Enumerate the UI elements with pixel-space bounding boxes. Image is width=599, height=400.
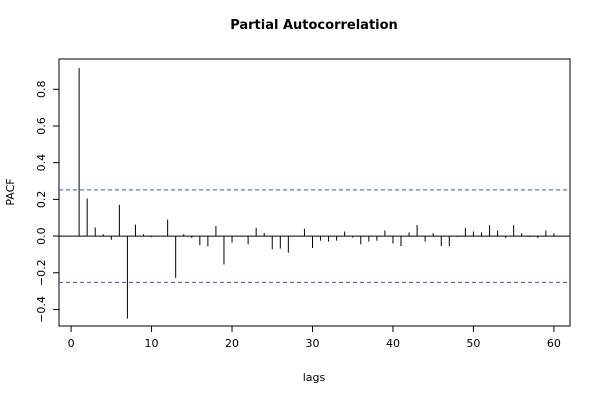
plot-frame bbox=[58, 58, 571, 327]
x-tick-label: 10 bbox=[145, 337, 159, 350]
x-tick-label: 60 bbox=[547, 337, 561, 350]
x-axis-label: lags bbox=[303, 371, 326, 384]
x-tick-label: 50 bbox=[466, 337, 480, 350]
y-tick-label: −0.2 bbox=[35, 259, 48, 286]
chart-title: Partial Autocorrelation bbox=[230, 18, 398, 33]
y-tick-label: 0.2 bbox=[35, 191, 48, 209]
x-tick-label: 20 bbox=[225, 337, 239, 350]
x-tick-label: 0 bbox=[68, 337, 75, 350]
y-axis-label: PACF bbox=[4, 178, 17, 205]
pacf-bars bbox=[78, 68, 555, 319]
confidence-bounds bbox=[59, 189, 570, 283]
x-axis: 0 10 20 30 40 50 60 bbox=[68, 326, 561, 350]
y-axis: −0.4 −0.2 0.0 0.2 0.4 0.6 0.8 bbox=[35, 81, 59, 323]
y-tick-label: 0.0 bbox=[35, 227, 48, 245]
x-tick-label: 30 bbox=[305, 337, 319, 350]
x-tick-label: 40 bbox=[386, 337, 400, 350]
y-tick-label: 0.8 bbox=[35, 81, 48, 99]
y-tick-label: 0.6 bbox=[35, 117, 48, 134]
y-tick-label: −0.4 bbox=[35, 296, 48, 323]
y-tick-label: 0.4 bbox=[35, 154, 48, 172]
